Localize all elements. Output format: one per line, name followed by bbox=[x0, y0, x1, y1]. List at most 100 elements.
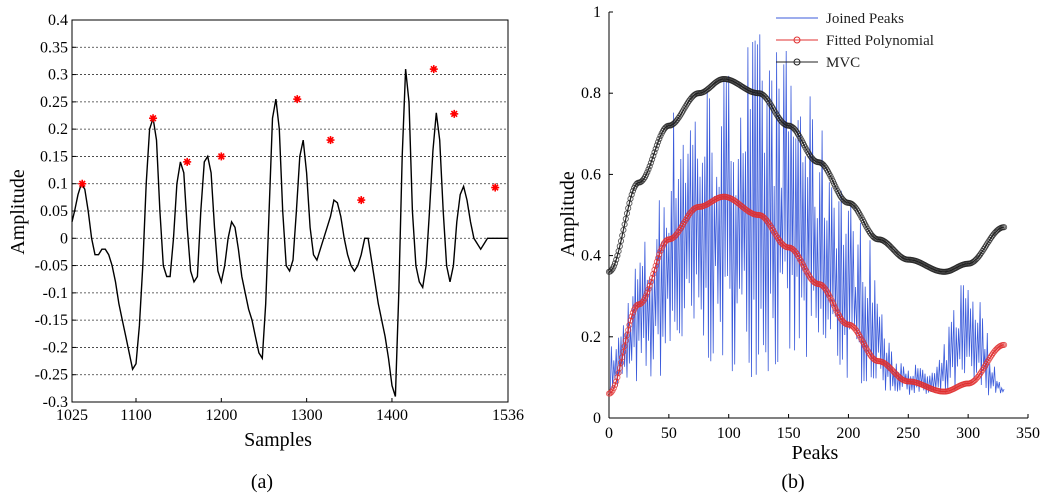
panel-b: 1 0.8 0.6 0.4 0.2 0 0 50 100 150 200 250 300 350 Joi… bbox=[557, 4, 1040, 493]
b-mvc-marker bbox=[655, 138, 662, 146]
a-x-ticks: 1025 1100 1200 1300 1400 1536 bbox=[56, 398, 524, 424]
a-peak-marker bbox=[326, 136, 335, 145]
b-y-tick-label: 0.4 bbox=[581, 248, 601, 265]
b-x-tick-label: 350 bbox=[1016, 425, 1040, 442]
b-mvc-marker bbox=[621, 221, 628, 228]
legend-joined-label: Joined Peaks bbox=[826, 11, 904, 27]
b-x-tick-label: 250 bbox=[896, 425, 920, 442]
b-polynomial-marker bbox=[621, 343, 628, 350]
b-polynomial-marker bbox=[627, 317, 634, 324]
a-y-tick-label: -0.3 bbox=[43, 394, 68, 411]
a-peak-markers bbox=[78, 65, 500, 205]
b-mvc-marker bbox=[647, 159, 654, 166]
b-polynomial-marker bbox=[657, 248, 664, 255]
b-y-tick-label: 0.8 bbox=[581, 85, 601, 102]
a-x-tick-label: 1300 bbox=[291, 407, 323, 424]
b-y-tick-label: 0.6 bbox=[581, 166, 601, 183]
legend-polynomial-marker bbox=[793, 36, 801, 44]
b-mvc-marker bbox=[646, 163, 653, 170]
b-polynomial-marker bbox=[610, 385, 617, 392]
b-x-tick-label: 50 bbox=[661, 425, 677, 442]
legend-polynomial-label: Fitted Polynomial bbox=[826, 33, 934, 49]
a-x-tick-label: 1025 bbox=[56, 407, 88, 424]
b-polynomial-marker bbox=[643, 292, 650, 299]
b-polynomial-marker bbox=[645, 286, 652, 293]
a-x-tick-label: 1100 bbox=[120, 407, 151, 424]
caption-a: (a) bbox=[251, 471, 273, 493]
b-polynomial-marker bbox=[651, 266, 658, 273]
a-y-tick-label: 0 bbox=[60, 230, 68, 247]
b-polynomial-marker bbox=[626, 321, 633, 329]
b-y-tick-label: 1 bbox=[593, 4, 601, 21]
b-mvc-marker bbox=[627, 195, 634, 202]
b-polynomial-marker bbox=[656, 251, 663, 258]
b-mvc-marker bbox=[620, 226, 627, 234]
b-mvc-marker bbox=[628, 191, 635, 198]
b-mvc-marker bbox=[614, 252, 621, 259]
a-peak-marker bbox=[293, 95, 302, 104]
a-peak-marker bbox=[450, 109, 459, 118]
b-polynomial-marker bbox=[1001, 341, 1008, 348]
a-y-tick-label: 0.1 bbox=[48, 176, 68, 193]
b-mvc-marker bbox=[651, 149, 658, 156]
b-mvc-marker bbox=[1001, 224, 1008, 231]
b-mvc-marker bbox=[613, 256, 620, 263]
b-y-tick-label: 0 bbox=[593, 410, 601, 427]
b-polynomial-marker bbox=[617, 359, 625, 366]
b-mvc-marker bbox=[619, 232, 626, 239]
b-polynomial-marker bbox=[628, 313, 635, 320]
b-polynomial-marker bbox=[649, 274, 656, 281]
b-legend: Joined Peaks Fitted Polynomial MVC bbox=[776, 11, 934, 71]
a-peak-marker bbox=[183, 157, 192, 166]
a-peak-marker bbox=[149, 114, 158, 123]
b-fitted-polynomial-series bbox=[605, 193, 1008, 397]
b-mvc-marker bbox=[656, 135, 663, 142]
b-mvc-series bbox=[605, 75, 1008, 275]
a-y-tick-label: 0.05 bbox=[40, 203, 68, 220]
b-joined-peaks-line bbox=[609, 34, 1005, 396]
b-polynomial-marker bbox=[647, 278, 654, 285]
b-mvc-marker bbox=[611, 260, 619, 267]
b-polynomial-marker bbox=[620, 348, 627, 355]
b-x-tick-label: 300 bbox=[956, 425, 980, 442]
a-y-tick-label: -0.25 bbox=[35, 367, 68, 384]
a-y-axis-label: Amplitude bbox=[7, 169, 29, 255]
a-signal-line bbox=[71, 69, 508, 397]
a-y-tick-label: -0.05 bbox=[35, 258, 68, 275]
a-peak-marker bbox=[491, 183, 500, 192]
b-polynomial-marker bbox=[644, 289, 651, 296]
b-mvc-marker bbox=[650, 152, 657, 159]
b-x-ticks: 0 50 100 150 200 250 300 350 bbox=[605, 414, 1040, 442]
b-mvc-marker bbox=[626, 200, 633, 207]
a-peak-marker bbox=[357, 196, 366, 205]
a-x-tick-label: 1400 bbox=[376, 407, 408, 424]
a-y-tick-label: -0.15 bbox=[35, 312, 68, 329]
b-polynomial-marker bbox=[614, 374, 621, 381]
panel-a: 0.4 0.35 0.3 0.25 0.2 0.15 0.1 0.05 0 -0.05 -0.1 -0… bbox=[7, 12, 524, 493]
b-y-tick-label: 0.2 bbox=[581, 329, 601, 346]
b-polynomial-marker bbox=[653, 258, 660, 265]
a-x-axis-label: Samples bbox=[244, 429, 312, 451]
b-mvc-marker bbox=[644, 169, 651, 176]
b-x-tick-label: 150 bbox=[777, 425, 801, 442]
b-x-tick-label: 200 bbox=[836, 425, 860, 442]
b-y-ticks: 1 0.8 0.6 0.4 0.2 0 bbox=[581, 4, 613, 427]
b-polynomial-marker bbox=[650, 270, 657, 277]
b-mvc-marker bbox=[629, 187, 636, 195]
b-polynomial-marker bbox=[646, 282, 653, 289]
a-x-tick-label: 1536 bbox=[492, 407, 524, 424]
a-y-tick-label: 0.3 bbox=[48, 67, 68, 84]
b-x-tick-label: 100 bbox=[717, 425, 741, 442]
b-x-axis-label: Peaks bbox=[792, 442, 839, 464]
b-polynomial-marker bbox=[629, 309, 636, 316]
a-y-tick-label: 0.2 bbox=[48, 121, 68, 138]
a-y-tick-label: 0.25 bbox=[40, 94, 68, 111]
b-polynomial-marker bbox=[619, 354, 626, 361]
b-polynomial-marker bbox=[611, 382, 619, 389]
a-y-tick-label: 0.35 bbox=[40, 39, 68, 56]
b-polynomial-marker bbox=[652, 262, 659, 269]
b-mvc-marker bbox=[645, 166, 652, 173]
b-mvc-marker bbox=[653, 142, 660, 149]
b-mvc-marker bbox=[649, 156, 656, 163]
